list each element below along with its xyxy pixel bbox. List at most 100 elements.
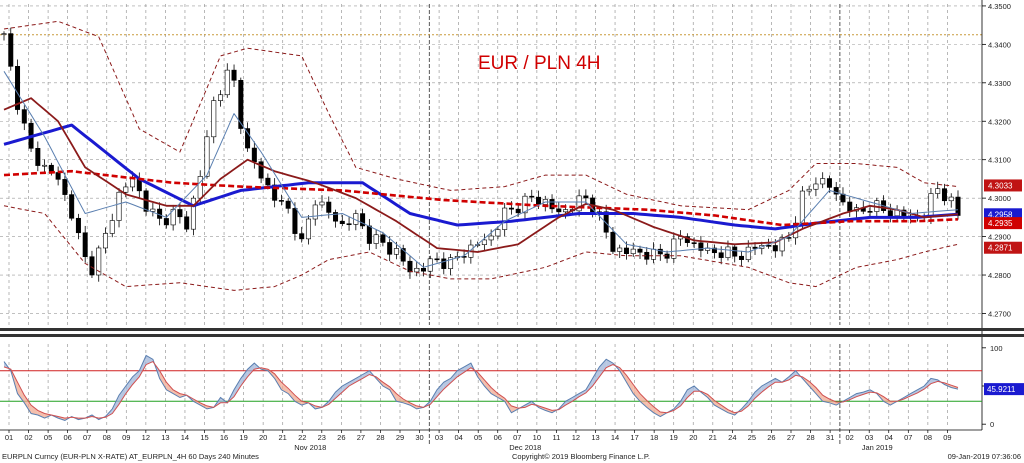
last-value-tag xyxy=(984,179,1022,192)
oscillator-fill xyxy=(653,406,661,417)
oscillator-fill xyxy=(17,382,25,403)
candle xyxy=(62,179,68,195)
candle xyxy=(366,225,372,244)
y-tick-label: 4.2900 xyxy=(988,233,1011,242)
month-label: Nov 2018 xyxy=(294,443,326,452)
y-tick-label: 4.2800 xyxy=(988,271,1011,280)
x-tick-label: 05 xyxy=(44,433,52,442)
x-tick-label: 15 xyxy=(200,433,208,442)
candle xyxy=(495,229,501,237)
footer-timestamp: 09-Jan-2019 07:36:06 xyxy=(948,452,1021,461)
x-tick-label: 27 xyxy=(787,433,795,442)
oscillator-fill xyxy=(119,386,126,405)
oscillator-fill xyxy=(633,384,640,402)
candle xyxy=(170,209,176,226)
last-value-tag xyxy=(984,217,1022,230)
oscillator-fill xyxy=(240,369,248,386)
oscillator-fill xyxy=(125,376,133,394)
candle xyxy=(826,178,832,188)
oscillator-fill xyxy=(491,387,498,398)
upper-band-line xyxy=(3,20,959,211)
candle xyxy=(556,208,562,213)
oscillator-fill xyxy=(707,394,715,406)
price-axis: 4.3500 4.3400 4.3300 4.3200 4.3100 4.3000 4.29… xyxy=(981,0,1011,430)
candle xyxy=(333,212,339,222)
oscillator-line xyxy=(3,354,959,421)
oscillator-fill xyxy=(599,359,607,377)
candle xyxy=(373,234,379,244)
x-tick-label: 12 xyxy=(142,433,150,442)
x-tick-label: 06 xyxy=(63,433,71,442)
oscillator-fill xyxy=(910,389,918,396)
x-tick-label: 22 xyxy=(298,433,306,442)
candle xyxy=(738,255,744,260)
oscillator-fill xyxy=(714,400,722,409)
x-tick-label: 20 xyxy=(689,433,697,442)
candle xyxy=(813,183,819,190)
x-tick-label: 03 xyxy=(865,433,873,442)
oscillator-fill xyxy=(159,370,167,390)
oscillator-fill xyxy=(382,382,390,390)
candle xyxy=(948,196,954,202)
separator-bar xyxy=(0,328,1024,331)
moving-average-line xyxy=(3,97,959,253)
candle xyxy=(380,234,386,243)
x-tick-label: 17 xyxy=(630,433,638,442)
candle xyxy=(224,69,230,96)
candle xyxy=(102,233,108,249)
moving-average-line xyxy=(3,169,959,227)
x-tick-label: 02 xyxy=(24,433,32,442)
y-tick-label: 4.3200 xyxy=(988,117,1011,126)
oscillator-fill xyxy=(362,370,370,379)
candle xyxy=(867,211,873,213)
candle xyxy=(285,200,291,209)
x-tick-label: 14 xyxy=(181,433,189,442)
y-tick-label: 4.3300 xyxy=(988,79,1011,88)
oscillator-fill xyxy=(139,355,147,377)
oscillator-fill xyxy=(247,363,255,377)
oscillator-fill xyxy=(761,382,769,393)
indicator-overlays xyxy=(3,20,959,291)
candle xyxy=(204,136,210,177)
x-tick-label: 20 xyxy=(259,433,267,442)
oscillator-fill xyxy=(606,359,613,368)
candle xyxy=(393,248,399,255)
candle xyxy=(55,172,61,180)
candle xyxy=(21,109,27,124)
x-tick-label: 08 xyxy=(924,433,932,442)
x-tick-label: 19 xyxy=(239,433,247,442)
oscillator-fill xyxy=(288,388,295,402)
candle xyxy=(752,246,758,249)
candle xyxy=(718,252,724,258)
candle xyxy=(955,196,961,216)
oscillator-fill xyxy=(565,397,573,406)
y-tick-label: 100 xyxy=(990,344,1003,353)
candle xyxy=(326,201,332,213)
x-tick-label: 18 xyxy=(650,433,658,442)
last-value-text: 4.2935 xyxy=(988,219,1013,228)
lower-band-line xyxy=(3,205,959,291)
candle xyxy=(928,193,934,218)
x-tick-label: 28 xyxy=(376,433,384,442)
oscillator-axis: 10050045.9211 xyxy=(982,344,1024,429)
oscillator-fill xyxy=(511,405,519,413)
x-tick-label: 14 xyxy=(611,433,619,442)
candle xyxy=(75,217,81,234)
oscillator-fill xyxy=(640,393,647,408)
candle xyxy=(89,256,95,276)
x-tick-label: 25 xyxy=(748,433,756,442)
candle xyxy=(123,186,129,193)
candle xyxy=(935,188,941,194)
x-tick-label: 19 xyxy=(670,433,678,442)
candle xyxy=(799,190,805,224)
candle xyxy=(583,195,589,199)
oscillator-fill xyxy=(748,392,756,406)
oscillator-fill xyxy=(849,393,857,400)
oscillator-line xyxy=(3,360,959,419)
x-tick-label: 03 xyxy=(435,433,443,442)
last-value-text: 45.9211 xyxy=(987,385,1016,394)
candle xyxy=(218,94,224,101)
y-tick-label: 4.2700 xyxy=(988,309,1011,318)
x-tick-label: 30 xyxy=(415,433,423,442)
